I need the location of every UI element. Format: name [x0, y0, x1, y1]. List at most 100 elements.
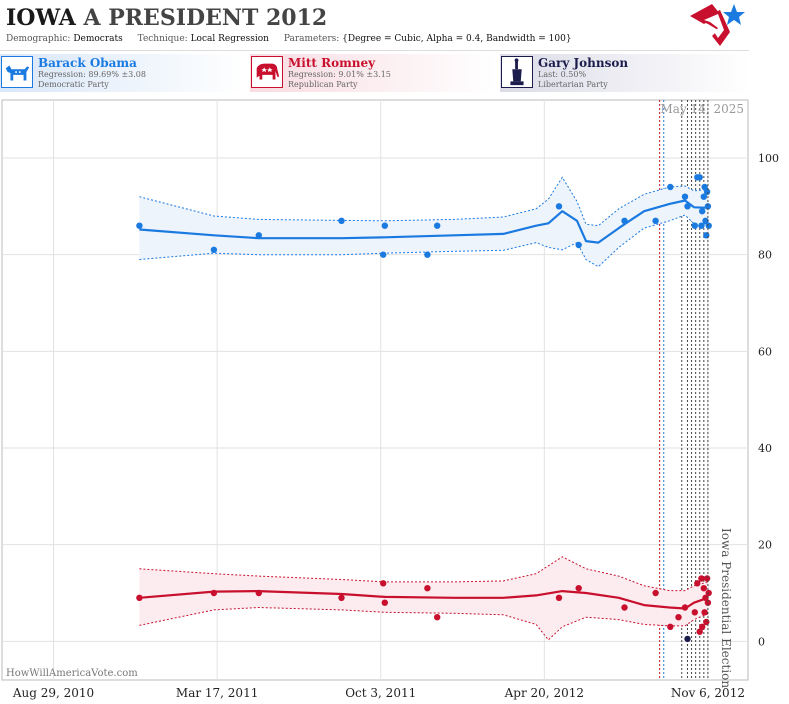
site-credit: HowWillAmericaVote.com: [6, 668, 138, 679]
poll-point: [696, 174, 703, 181]
poll-point: [210, 589, 218, 597]
poll-point: [691, 609, 698, 616]
poll-point: [696, 628, 703, 635]
site-logo: [690, 4, 745, 46]
demographic-label: Demographic:: [6, 34, 71, 44]
statue-of-liberty-icon: [501, 56, 533, 88]
lower-bound-line: [139, 214, 708, 268]
candidate-stat: Regression: 89.69% ±3.08: [38, 70, 146, 79]
poll-point: [621, 217, 628, 224]
poll-point: [380, 251, 387, 258]
elephant-icon: [251, 56, 283, 88]
poll-point: [424, 251, 431, 258]
chart-header: IOWA A PRESIDENT 2012 Demographic: Democ…: [0, 0, 749, 51]
poll-point: [434, 614, 441, 621]
chart-parameters: Demographic: Democrats Technique: Local …: [6, 34, 572, 44]
poll-point: [684, 635, 691, 643]
poll-point: [652, 589, 659, 597]
candidate-party: Republican Party: [288, 80, 358, 89]
poll-point: [667, 623, 674, 630]
poll-point: [575, 585, 582, 592]
state-name: IOWA: [6, 5, 76, 31]
poll-point: [621, 604, 628, 611]
demographic-value: Democrats: [73, 34, 123, 44]
poll-point: [698, 222, 705, 229]
poll-point: [701, 609, 708, 616]
candidate-name: Mitt Romney: [288, 56, 376, 70]
poll-point: [136, 594, 143, 601]
donkey-icon: [1, 56, 33, 88]
poll-point: [705, 222, 712, 229]
candidate-party: Libertarian Party: [538, 80, 608, 89]
regression-line: [139, 199, 708, 244]
candidate-stat: Last: 0.50%: [538, 70, 587, 79]
poll-point: [555, 594, 563, 601]
x-tick-label: Mar 17, 2011: [176, 686, 258, 700]
legend-item-romney: Mitt Romney Regression: 9.01% ±3.15 Repu…: [250, 54, 496, 92]
candidate-legend: Barack Obama Regression: 89.69% ±3.08 De…: [0, 54, 749, 92]
poll-point: [681, 193, 689, 200]
poll-point: [703, 575, 711, 582]
date-annotation: May 14, 2025: [661, 102, 744, 116]
poll-point: [699, 623, 706, 630]
poll-point: [255, 589, 262, 597]
poll-chart: Aug 29, 2010 Mar 17, 2011 Oct 3, 2011 Apr 2…: [1, 99, 779, 700]
poll-point: [652, 217, 659, 224]
y-tick-label: 60: [758, 345, 772, 358]
poll-point: [381, 599, 388, 606]
poll-point: [424, 585, 431, 592]
poll-point: [210, 246, 218, 253]
poll-point: [675, 614, 682, 621]
poll-point: [703, 188, 711, 195]
poll-point: [575, 241, 582, 249]
poll-point: [255, 232, 262, 239]
candidate-stat: Regression: 9.01% ±3.15: [288, 70, 391, 79]
x-tick-label: Nov 6, 2012: [671, 686, 745, 700]
y-tick-label: 20: [758, 539, 772, 552]
page-title: IOWA A PRESIDENT 2012: [6, 5, 327, 31]
regression-line: [139, 590, 709, 610]
poll-point: [704, 599, 712, 606]
poll-point: [700, 585, 707, 592]
candidate-name: Barack Obama: [38, 56, 137, 70]
poll-point: [434, 222, 441, 229]
poll-point: [338, 594, 345, 601]
legend-item-johnson: Gary Johnson Last: 0.50% Libertarian Par…: [500, 54, 749, 92]
confidence-band: [139, 177, 708, 267]
poll-point: [703, 618, 710, 626]
x-tick-label: Oct 3, 2011: [345, 686, 416, 700]
parameters-label: Parameters:: [283, 34, 340, 44]
election-label: Iowa Presidential Election: [719, 528, 733, 688]
parameters-value: {Degree = Cubic, Alpha = 0.4, Bandwidth …: [342, 34, 572, 44]
legend-item-obama: Barack Obama Regression: 89.69% ±3.08 De…: [0, 54, 246, 92]
candidate-party: Democratic Party: [38, 80, 109, 89]
poll-point: [701, 183, 708, 191]
poll-point: [681, 604, 689, 611]
poll-point: [691, 222, 698, 229]
poll-point: [381, 222, 388, 229]
lower-bound-line: [139, 606, 709, 641]
poll-point: [698, 575, 705, 582]
poll-point: [694, 580, 701, 587]
x-tick-label: Apr 20, 2012: [504, 686, 584, 700]
poll-point: [702, 217, 709, 224]
upper-bound-line: [139, 556, 709, 592]
technique-value: Local Regression: [190, 34, 269, 44]
y-tick-label: 100: [758, 152, 779, 165]
race-name: A PRESIDENT 2012: [83, 5, 328, 31]
poll-point: [667, 183, 674, 191]
poll-point: [555, 203, 563, 210]
poll-point: [136, 222, 143, 229]
x-tick-label: Aug 29, 2010: [12, 686, 94, 700]
poll-point: [699, 208, 706, 215]
poll-point: [703, 232, 710, 239]
candidate-name: Gary Johnson: [538, 56, 629, 70]
poll-point: [702, 594, 709, 601]
y-tick-label: 0: [758, 635, 765, 648]
poll-point: [380, 580, 387, 587]
poll-point: [338, 217, 345, 224]
poll-point: [705, 589, 712, 597]
poll-point: [704, 203, 712, 210]
y-tick-label: 40: [758, 442, 772, 455]
poll-point: [700, 193, 707, 200]
